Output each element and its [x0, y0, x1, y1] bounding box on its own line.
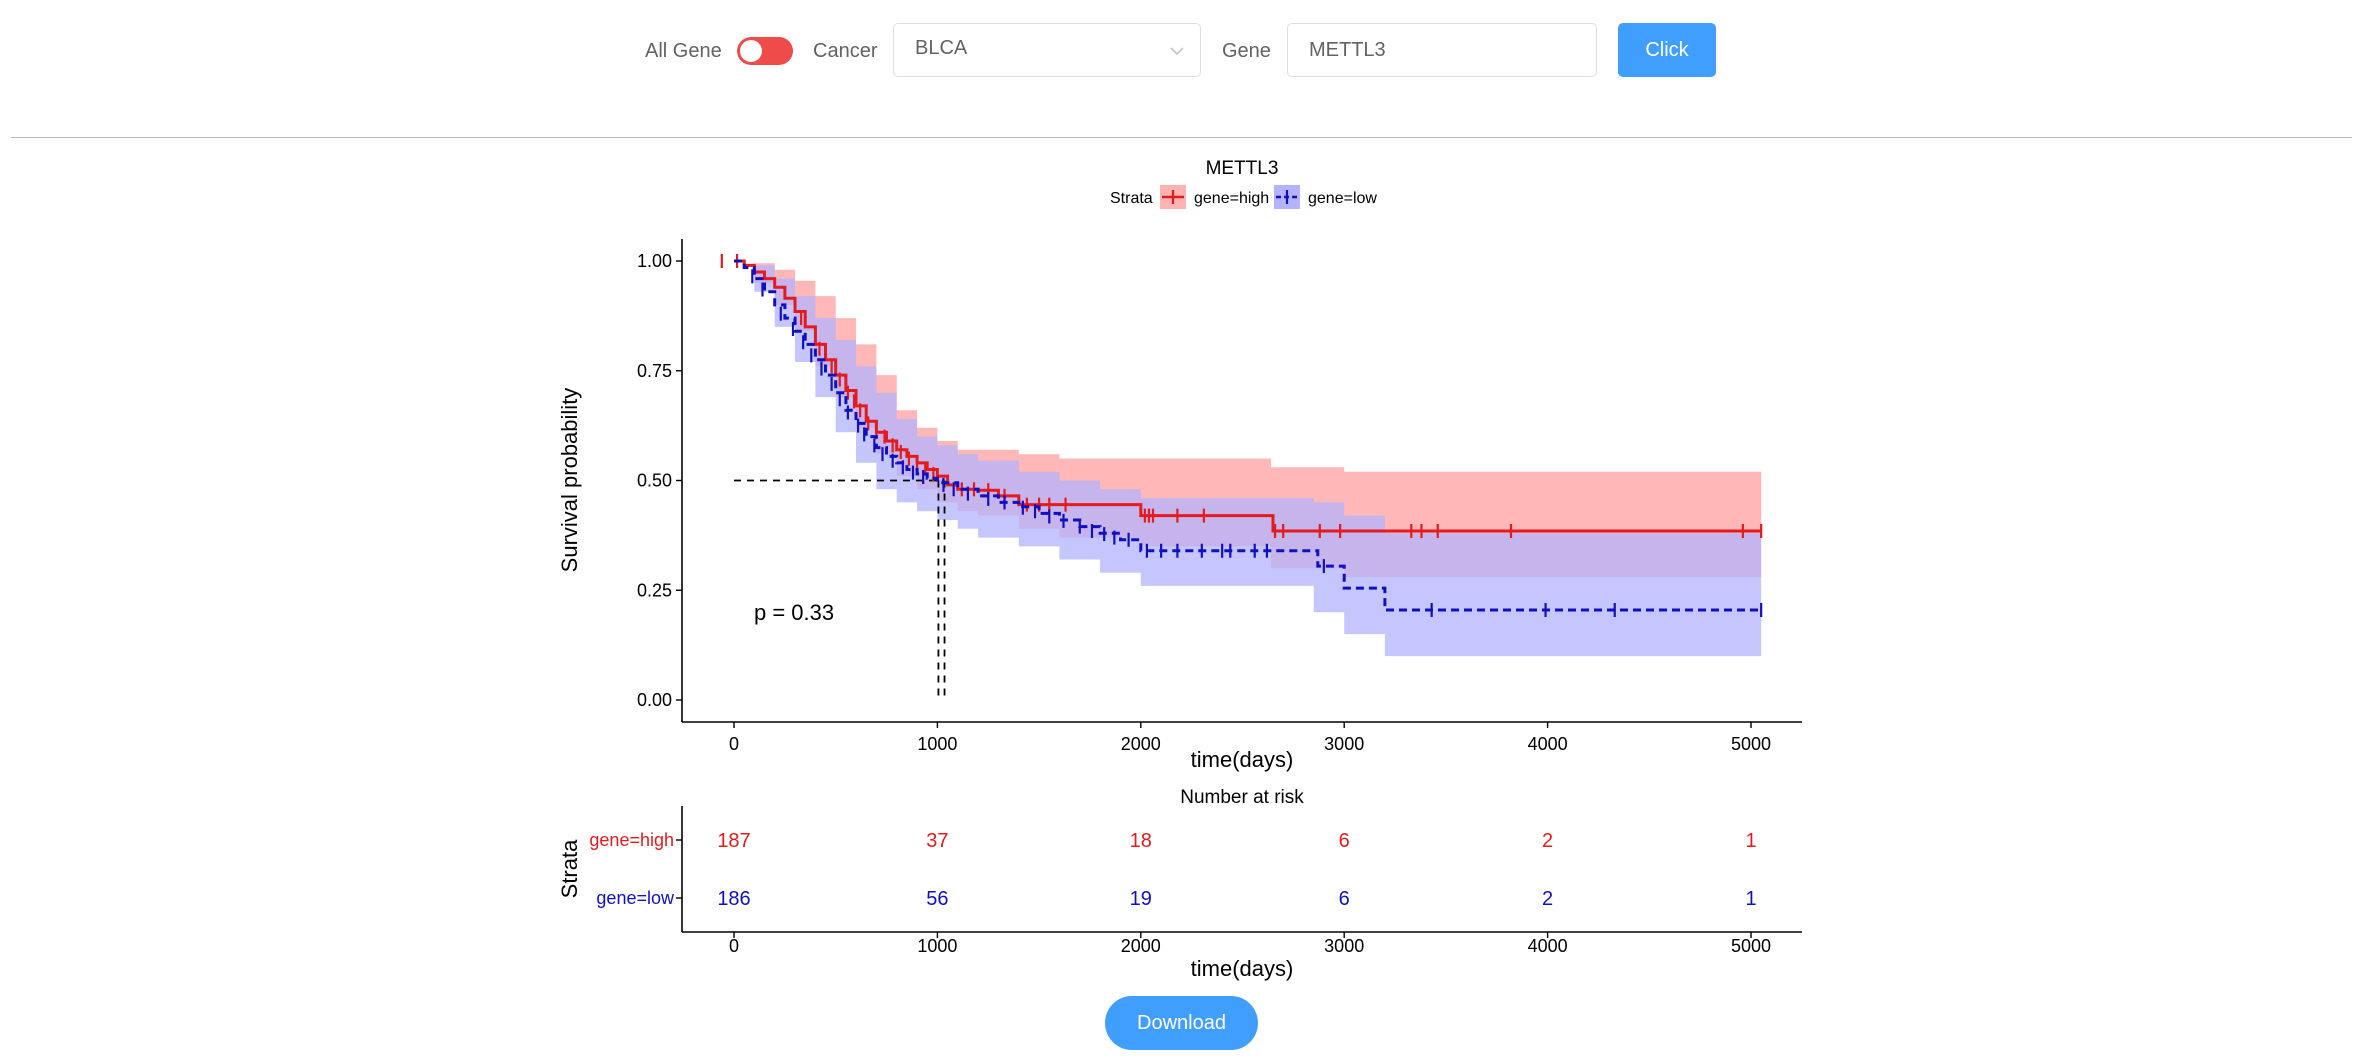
confidence-band-gene-low — [734, 261, 1762, 657]
risk-count: 6 — [1339, 888, 1350, 910]
x-tick-label: 0 — [729, 734, 739, 754]
risk-count: 186 — [717, 888, 750, 910]
risk-table-title: Number at risk — [1180, 787, 1304, 808]
y-tick-label: 0.25 — [637, 580, 672, 600]
divider — [11, 137, 2352, 138]
x-axis-label: time(days) — [1191, 747, 1294, 772]
risk-count: 37 — [926, 830, 948, 852]
legend-title: Strata — [1110, 190, 1153, 207]
risk-count: 2 — [1542, 830, 1553, 852]
risk-x-tick-label: 0 — [729, 936, 739, 956]
risk-y-axis-label: Strata — [557, 839, 582, 898]
chart-legend: METTL3 Strata gene=high gene=low — [1110, 158, 1377, 209]
x-tick-label: 2000 — [1121, 734, 1161, 754]
risk-count: 56 — [926, 888, 948, 910]
gene-input[interactable] — [1287, 23, 1597, 77]
legend-label-gene-low: gene=low — [1308, 190, 1377, 207]
query-toolbar: All Gene Cancer BLCA Gene Click — [0, 0, 2363, 100]
risk-x-tick-label: 3000 — [1324, 936, 1364, 956]
x-tick-label: 4000 — [1528, 734, 1568, 754]
click-button[interactable]: Click — [1618, 23, 1716, 77]
risk-count: 187 — [717, 830, 750, 852]
risk-count: 1 — [1745, 830, 1756, 852]
y-tick-label: 0.75 — [637, 361, 672, 381]
risk-row-label: gene=high — [589, 830, 674, 850]
risk-x-tick-label: 4000 — [1528, 936, 1568, 956]
survival-curve-gene-high — [734, 259, 1762, 533]
download-button[interactable]: Download — [1105, 996, 1258, 1050]
chevron-down-icon — [1170, 47, 1184, 56]
x-tick-label: 5000 — [1731, 734, 1771, 754]
risk-count: 6 — [1339, 830, 1350, 852]
survival-curve-gene-low — [734, 259, 1762, 612]
risk-count: 19 — [1130, 888, 1152, 910]
risk-count: 18 — [1130, 830, 1152, 852]
km-plot: 0.00 0.25 0.50 0.75 1.00 0 1000 2000 3000 4000 500… — [557, 239, 1802, 772]
risk-x-tick-label: 2000 — [1121, 936, 1161, 956]
legend-label-gene-high: gene=high — [1194, 190, 1269, 207]
risk-row-label: gene=low — [596, 888, 675, 908]
y-tick-label: 0.50 — [637, 471, 672, 491]
x-tick-label: 3000 — [1324, 734, 1364, 754]
risk-x-axis-label: time(days) — [1191, 956, 1294, 981]
y-tick-label: 0.00 — [637, 690, 672, 710]
gene-label: Gene — [1222, 40, 1271, 62]
cancer-label: Cancer — [813, 40, 878, 62]
all-gene-toggle[interactable] — [737, 37, 793, 65]
risk-x-tick-label: 1000 — [917, 936, 957, 956]
x-tick-label: 1000 — [917, 734, 957, 754]
cancer-select[interactable]: BLCA — [893, 23, 1201, 77]
risk-count: 2 — [1542, 888, 1553, 910]
cancer-select-value: BLCA — [915, 37, 968, 59]
y-tick-label: 1.00 — [637, 251, 672, 271]
y-axis-label: Survival probability — [557, 388, 582, 573]
chart-title: METTL3 — [1206, 158, 1279, 179]
all-gene-label: All Gene — [645, 40, 722, 62]
toggle-knob — [740, 40, 762, 62]
risk-x-tick-label: 5000 — [1731, 936, 1771, 956]
risk-count: 1 — [1745, 888, 1756, 910]
p-value-annotation: p = 0.33 — [754, 600, 834, 625]
